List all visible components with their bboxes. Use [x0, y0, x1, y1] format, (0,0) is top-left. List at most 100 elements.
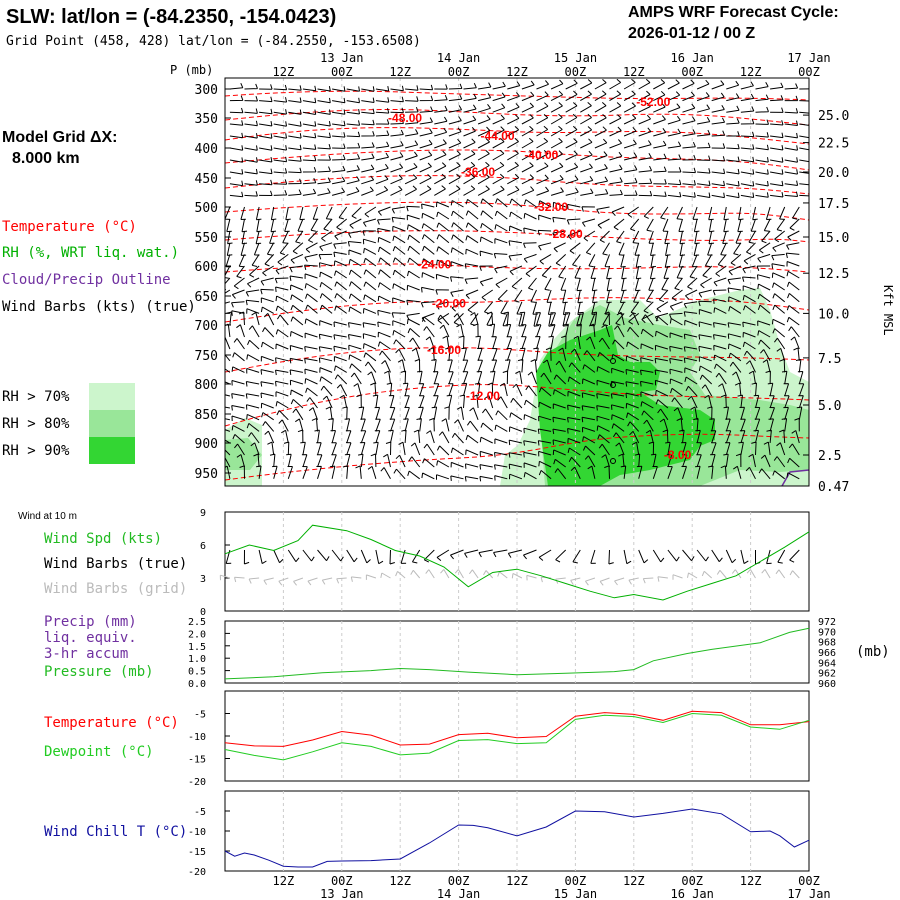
wind-barb — [507, 173, 520, 185]
wind-barb — [635, 254, 642, 268]
wind-barb — [231, 310, 245, 316]
wind-barb — [770, 107, 784, 113]
height-tick-label: 20.0 — [818, 166, 849, 181]
wind-barb — [601, 324, 610, 338]
wind-barb — [790, 336, 800, 350]
wind-barb — [500, 301, 508, 315]
wind-barb — [273, 133, 287, 139]
wind-barb — [229, 132, 244, 139]
wind-barb — [697, 129, 711, 137]
wind-barb — [304, 273, 318, 279]
wind-barb — [332, 97, 346, 104]
pressure-tick-label: 600 — [195, 260, 218, 275]
wind-barb — [568, 456, 581, 468]
wind-barb — [784, 120, 799, 126]
wind-barb — [356, 394, 362, 409]
wind-barb — [477, 138, 490, 149]
wind-barb — [708, 230, 715, 245]
wind-barb — [596, 379, 610, 386]
wind-barb — [256, 465, 262, 479]
grid-wind-barb — [511, 572, 523, 579]
wind-barb — [377, 309, 391, 316]
wind-barb — [653, 153, 667, 161]
wind-barb — [623, 126, 637, 137]
wind-barb — [251, 311, 260, 326]
wind-barb — [701, 384, 713, 397]
y-tick-label: 1.5 — [188, 642, 206, 653]
wind-barb — [726, 143, 740, 150]
wind-barb — [510, 397, 523, 409]
wind-barb — [463, 173, 476, 185]
wind-barb — [524, 399, 537, 409]
wind-barb — [225, 254, 232, 268]
wind-barb — [419, 95, 434, 102]
series-line — [224, 524, 810, 601]
wind-barb — [405, 129, 419, 137]
wind-barb — [225, 418, 231, 421]
wind-barb — [240, 206, 246, 220]
wind-barb — [676, 206, 683, 220]
wind-barb — [332, 132, 346, 138]
wind-barb — [361, 164, 375, 173]
wind-barb — [226, 311, 232, 326]
wind-barb — [410, 442, 421, 456]
wind-barb — [464, 476, 479, 482]
wind-barb — [317, 143, 331, 150]
wind-barb — [682, 103, 696, 113]
wind-barb — [359, 442, 366, 456]
wind-barb — [346, 97, 360, 104]
cross-section-frame — [224, 77, 810, 487]
wind-barb — [484, 395, 494, 409]
y-tick-label: 0.0 — [188, 679, 206, 690]
precip-marker — [610, 458, 616, 464]
wind-barb — [636, 465, 643, 479]
wind-barb — [480, 222, 493, 232]
wind-barb — [690, 406, 698, 420]
wind-barb — [696, 454, 702, 468]
wind-barb — [594, 126, 607, 137]
wind-barb — [477, 126, 491, 137]
wind-barb — [256, 218, 262, 233]
wind-barb — [791, 430, 800, 444]
wind-barb — [765, 370, 771, 385]
wind-barb — [667, 103, 681, 113]
height-tick-label: 22.5 — [818, 137, 849, 152]
wind-barb — [375, 130, 390, 137]
wind-barb — [572, 549, 581, 564]
wind-barb — [502, 370, 509, 385]
grid-wind-barb — [248, 577, 260, 584]
wind-barb — [711, 549, 723, 563]
wind-barb — [591, 277, 598, 292]
wind-barb — [670, 387, 683, 397]
wind-barb — [583, 230, 596, 242]
grid-wind-barb — [350, 576, 362, 582]
wind-barb — [319, 271, 333, 279]
wind-barb — [521, 336, 527, 350]
temperature-contour-label: -28.00 — [549, 227, 583, 241]
wind-barb — [728, 305, 742, 314]
wind-barb — [772, 470, 786, 480]
wind-barb — [689, 265, 698, 279]
wind-barb — [784, 157, 798, 163]
wind-barb — [492, 103, 506, 113]
wind-barb — [787, 293, 800, 303]
wind-barb — [229, 191, 244, 198]
wind-barb — [538, 460, 552, 468]
wind-barb — [435, 289, 449, 295]
wind-barb — [492, 114, 505, 125]
wind-barb — [346, 109, 360, 115]
wind-barb — [421, 316, 435, 326]
wind-barb — [386, 382, 393, 397]
wind-barb — [456, 323, 464, 338]
wind-barb — [594, 151, 608, 161]
wind-barb — [550, 137, 563, 149]
wind-barb — [407, 270, 420, 279]
wind-barb — [275, 343, 289, 350]
wind-barb — [494, 464, 508, 470]
legend-swatch — [89, 437, 135, 464]
pressure-tick-label: 750 — [195, 349, 218, 364]
wind-barb — [342, 406, 348, 420]
wind-barb — [331, 549, 344, 562]
wind-barb — [490, 370, 496, 385]
wind-barb — [314, 429, 320, 444]
